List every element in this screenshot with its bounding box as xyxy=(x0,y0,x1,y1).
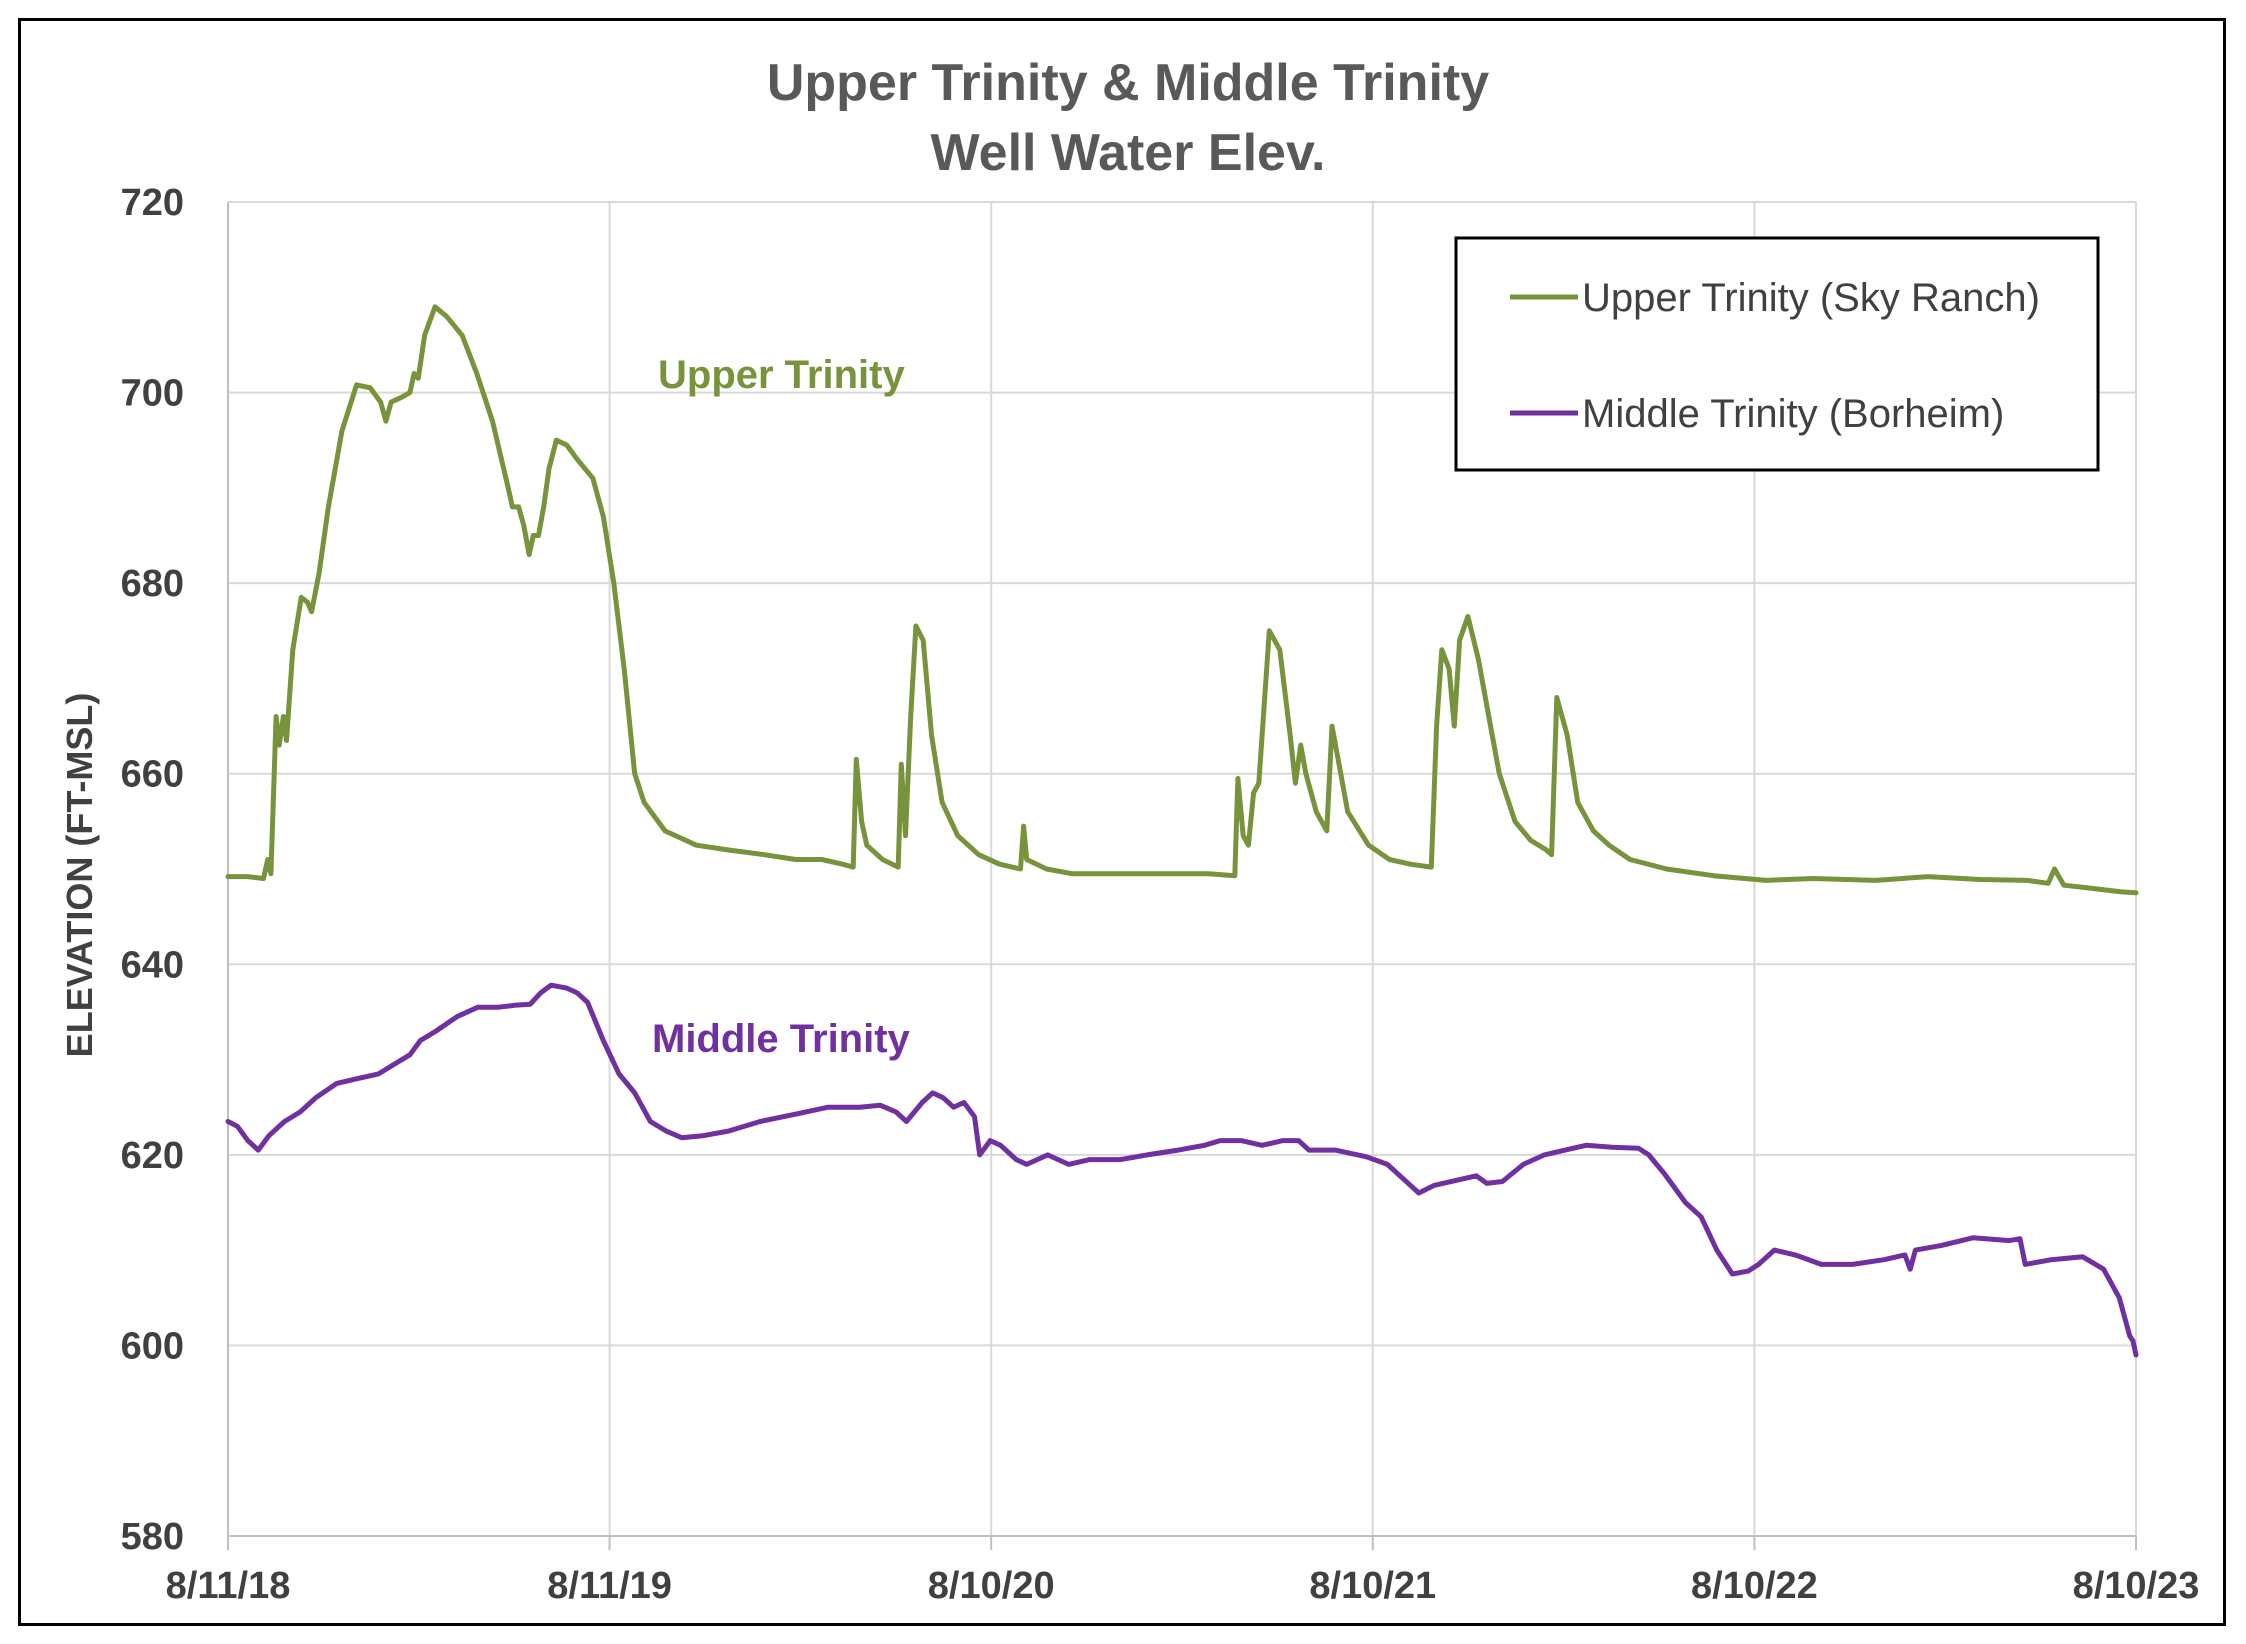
chart-title: Upper Trinity & Middle Trinity xyxy=(767,54,1489,112)
x-tick-label: 8/11/19 xyxy=(547,1565,672,1607)
chart-frame xyxy=(18,18,2226,1626)
annotation-upper-trinity: Upper Trinity xyxy=(658,353,905,397)
y-tick-label: 600 xyxy=(121,1325,184,1367)
series-line-upper-trinity xyxy=(225,304,2139,896)
y-tick-label: 620 xyxy=(121,1135,184,1177)
x-tick-label: 8/10/23 xyxy=(2073,1565,2200,1607)
legend-label-middle-trinity: Middle Trinity (Borheim) xyxy=(1582,392,2004,436)
y-axis-ticks: 580 600 620 640 660 680 700 720 xyxy=(121,182,184,1558)
y-tick-label: 720 xyxy=(121,182,184,224)
x-tick-label: 8/10/20 xyxy=(928,1565,1055,1607)
chart-subtitle: Well Water Elev. xyxy=(931,124,1326,182)
x-tick-label: 8/11/18 xyxy=(166,1565,291,1607)
legend-label-upper-trinity: Upper Trinity (Sky Ranch) xyxy=(1582,276,2040,320)
y-tick-label: 660 xyxy=(121,754,184,796)
series-lines xyxy=(225,304,2139,1358)
annotation-middle-trinity: Middle Trinity xyxy=(652,1017,911,1061)
y-tick-label: 680 xyxy=(121,563,184,605)
y-tick-label: 700 xyxy=(121,373,184,415)
legend-box xyxy=(1454,236,2100,472)
y-axis-label: ELEVATION (FT-MSL) xyxy=(59,693,100,1058)
y-tick-label: 580 xyxy=(121,1516,184,1558)
y-tick-label: 640 xyxy=(121,944,184,986)
x-tick-label: 8/10/21 xyxy=(1309,1565,1436,1607)
x-tick-label: 8/10/22 xyxy=(1691,1565,1818,1607)
legend: Upper Trinity (Sky Ranch) Middle Trinity… xyxy=(1454,236,2100,472)
x-axis-ticks: 8/11/18 8/11/19 8/10/20 8/10/21 8/10/22 8/10/… xyxy=(166,1565,2200,1607)
series-line-middle-trinity xyxy=(225,982,2139,1358)
